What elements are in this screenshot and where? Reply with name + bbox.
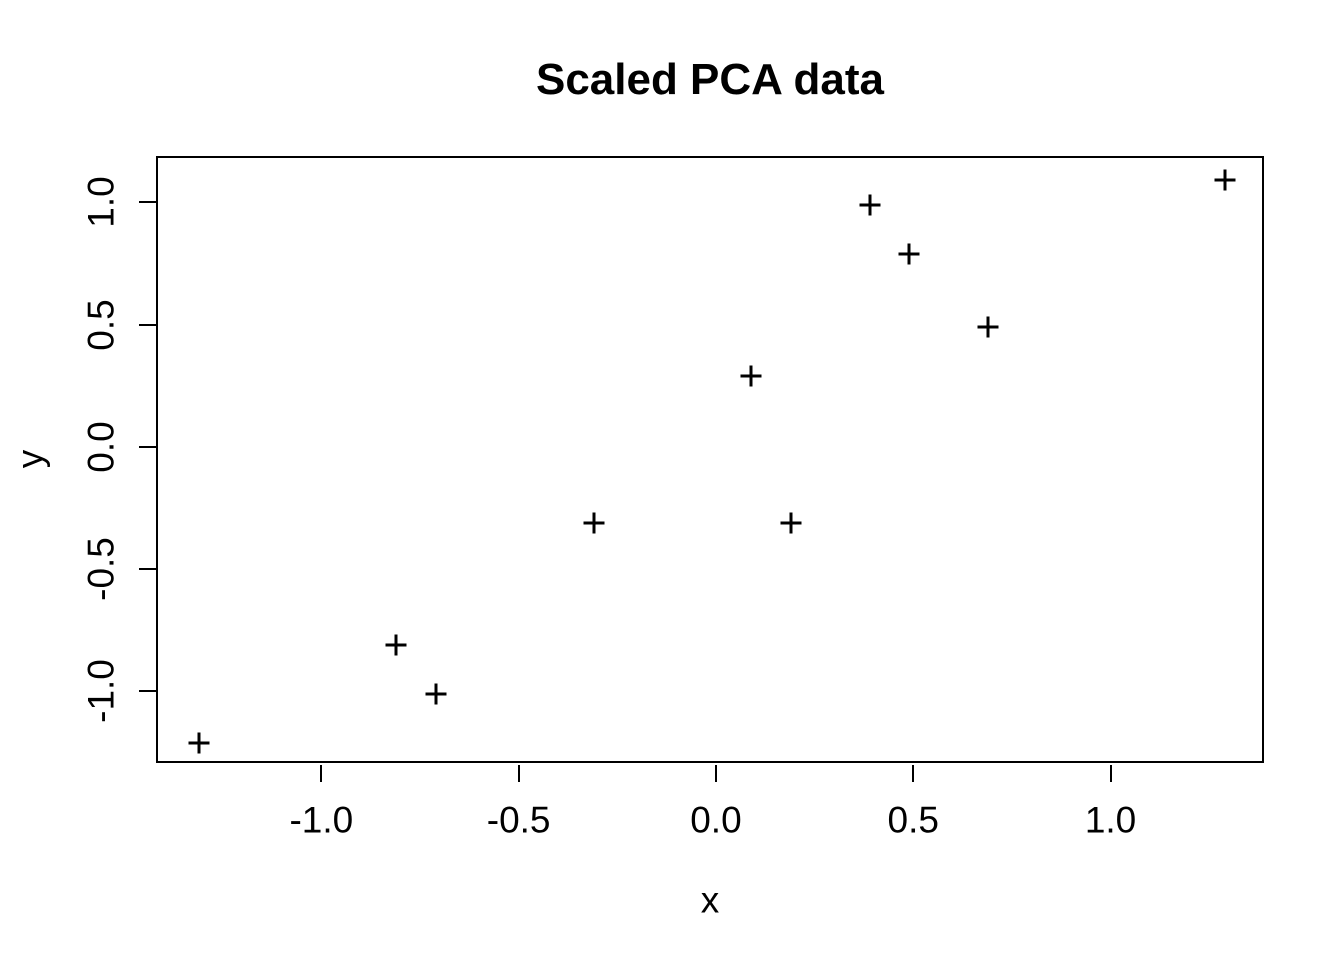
- data-point-marker: [188, 732, 210, 754]
- data-point-marker: [1214, 169, 1236, 191]
- data-point-marker: [977, 316, 999, 338]
- x-axis-tick: [912, 765, 915, 782]
- x-axis-tick-label: 0.5: [887, 799, 939, 841]
- x-axis-tick: [320, 765, 323, 782]
- y-axis-tick: [139, 323, 156, 326]
- y-axis-tick: [139, 445, 156, 448]
- data-point-marker: [898, 243, 920, 265]
- data-point-marker: [780, 512, 802, 534]
- x-axis-tick-label: 1.0: [1084, 799, 1137, 841]
- x-axis-tick-label: 0.0: [690, 799, 742, 841]
- x-axis-tick-label: -1.0: [289, 799, 354, 841]
- x-axis-tick-label: -0.5: [486, 799, 551, 841]
- plot-area: -1.0 -0.5 0.0 0.5 1.0 -1.0 -0.5 0.0 0.5 1.0: [81, 156, 1264, 839]
- y-axis-tick: [139, 568, 156, 571]
- data-point-marker: [425, 683, 447, 705]
- x-axis-tick: [517, 765, 520, 782]
- x-axis-tick: [714, 765, 717, 782]
- y-axis-tick-label: -1.0: [80, 659, 122, 724]
- y-axis-tick: [139, 690, 156, 693]
- x-axis-tick: [1109, 765, 1112, 782]
- y-axis-label: y: [9, 449, 51, 469]
- y-axis-tick-label: 1.0: [80, 176, 122, 229]
- y-axis-tick-label: -0.5: [80, 537, 122, 601]
- y-axis-tick-label: 0.0: [80, 421, 122, 473]
- y-axis-tick: [139, 201, 156, 204]
- chart-title: Scaled PCA data: [535, 55, 885, 104]
- x-axis-label: x: [700, 879, 720, 921]
- data-point-marker: [740, 365, 762, 387]
- data-point-marker: [859, 194, 881, 216]
- y-axis-tick-label: 0.5: [80, 298, 122, 351]
- data-point-marker: [385, 634, 407, 656]
- data-point-marker: [583, 512, 605, 534]
